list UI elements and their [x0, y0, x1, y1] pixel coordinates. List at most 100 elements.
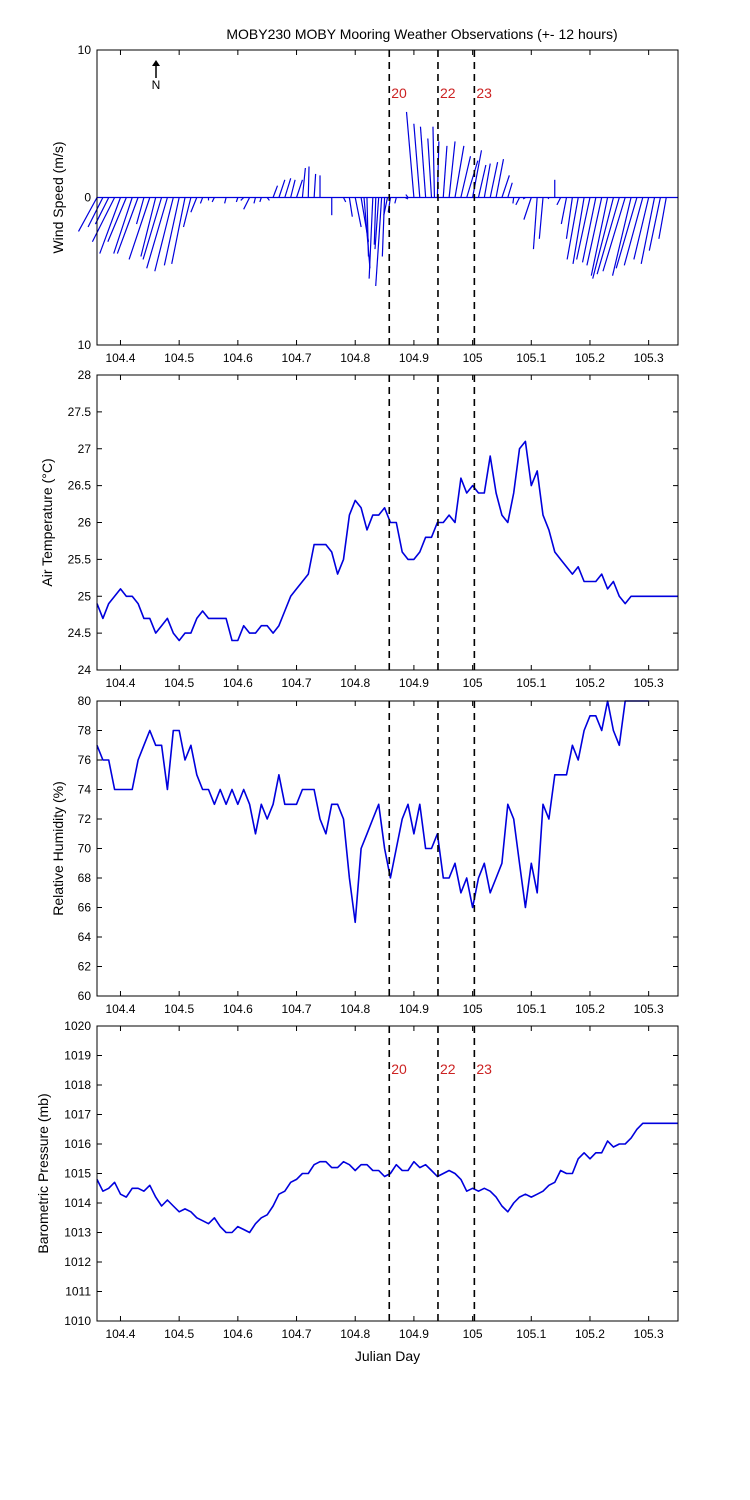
wind-stick — [556, 197, 562, 206]
x-tick-label: 104.4 — [105, 1002, 135, 1016]
wind-stick — [648, 197, 661, 251]
wind-stick — [368, 197, 374, 279]
wind-stick — [240, 197, 245, 201]
x-tick-label: 104.5 — [164, 351, 194, 365]
wind-stick — [171, 197, 186, 264]
wind-stick — [253, 197, 257, 204]
x-tick-label: 104.4 — [105, 351, 135, 365]
wind-stick — [375, 197, 383, 287]
wind-stick — [94, 197, 110, 225]
y-tick-label: 10 — [78, 338, 92, 352]
y-tick-label: 1015 — [64, 1167, 91, 1181]
wind-stick — [128, 197, 151, 260]
y-tick-label: 26.5 — [68, 479, 92, 493]
y-tick-label: 1020 — [64, 1019, 91, 1033]
wind-stick — [342, 197, 347, 203]
x-tick-label: 104.9 — [399, 351, 429, 365]
event-marker-label: 20 — [391, 85, 407, 101]
wind-stick — [135, 197, 145, 225]
x-tick-label: 104.7 — [282, 1327, 312, 1341]
y-tick-label: 1011 — [65, 1285, 91, 1299]
wind-stick — [116, 197, 139, 254]
wind-stick — [259, 197, 262, 203]
y-tick-label: 70 — [78, 842, 92, 856]
x-tick-label: 105.1 — [516, 1327, 546, 1341]
wind-stick — [381, 197, 386, 257]
y-tick-label: 60 — [78, 989, 92, 1003]
wind-stick — [154, 197, 174, 272]
y-tick-label: 27.5 — [68, 405, 92, 419]
wind-stick — [405, 111, 415, 198]
y-tick-label: 10 — [78, 43, 92, 57]
wind-stick — [91, 197, 116, 243]
x-tick-label: 104.4 — [105, 676, 135, 690]
x-tick-label: 105.2 — [575, 1002, 605, 1016]
y-tick-label: 1018 — [64, 1078, 91, 1092]
x-tick-label: 104.9 — [399, 1002, 429, 1016]
wind-stick — [99, 197, 122, 254]
wind-stick — [658, 197, 667, 239]
wind-stick — [182, 197, 192, 228]
y-tick-label: 26 — [78, 516, 92, 530]
wind-stick — [404, 196, 409, 200]
wind-stick — [224, 197, 227, 204]
y-tick-label: 27 — [78, 442, 92, 456]
wind-stick — [454, 145, 465, 198]
wind-stick — [515, 197, 521, 206]
wind-stick — [602, 197, 626, 272]
wind-stick — [394, 197, 397, 204]
wind-stick — [547, 197, 550, 200]
wind-stick — [477, 164, 487, 198]
wind-stick — [419, 126, 427, 198]
wind-stick — [374, 197, 380, 250]
wind-stick — [284, 178, 292, 198]
y-tick-label: 25 — [78, 589, 92, 603]
x-tick-label: 105.2 — [575, 676, 605, 690]
y-tick-label: 72 — [78, 812, 92, 826]
wind-stick — [113, 197, 133, 254]
wind-stick — [211, 197, 215, 203]
wind-stick — [354, 197, 362, 228]
x-tick-label: 104.6 — [223, 1002, 253, 1016]
wind-stick — [432, 126, 436, 198]
x-tick-label: 105 — [463, 1327, 483, 1341]
wind-stick — [581, 197, 597, 263]
series-line — [96, 700, 649, 924]
wind-stick — [405, 194, 409, 198]
wind-stick — [301, 167, 306, 198]
plot-frame — [96, 700, 679, 997]
y-tick-label: 1013 — [64, 1226, 91, 1240]
event-marker-label: 22 — [440, 1061, 456, 1077]
y-tick-label: 24.5 — [68, 626, 92, 640]
event-marker-label: 23 — [476, 85, 492, 101]
wind-stick — [295, 179, 304, 198]
wind-stick — [313, 173, 317, 198]
wind-stick — [413, 123, 421, 198]
y-tick-label: 64 — [78, 930, 92, 944]
figure-title: MOBY230 MOBY Mooring Weather Observation… — [226, 26, 617, 42]
wind-stick — [532, 197, 538, 250]
y-tick-label: 1010 — [64, 1314, 91, 1328]
wind-stick — [522, 197, 526, 200]
panel-3: 104.4 104.5 104.6 104.7 104.8 104.9 105 105.1 10… — [50, 694, 679, 1016]
wind-stick — [290, 179, 296, 198]
wind-stick — [576, 197, 591, 260]
x-tick-label: 105.3 — [634, 1327, 664, 1341]
y-tick-label: 68 — [78, 871, 92, 885]
wind-stick — [363, 197, 371, 269]
x-tick-label: 105.3 — [634, 1002, 664, 1016]
wind-stick — [566, 197, 579, 260]
wind-stick — [373, 197, 377, 245]
wind-stick — [590, 197, 609, 276]
x-tick-label: 104.5 — [164, 1002, 194, 1016]
y-tick-label: 80 — [78, 694, 92, 708]
x-tick-label: 104.6 — [223, 351, 253, 365]
y-tick-label: 78 — [78, 724, 92, 738]
wind-stick — [633, 197, 650, 260]
x-tick-label: 104.8 — [340, 1327, 370, 1341]
wind-stick — [366, 197, 370, 257]
wind-stick — [163, 197, 180, 266]
wind-stick — [87, 197, 104, 228]
wind-stick — [107, 197, 127, 242]
